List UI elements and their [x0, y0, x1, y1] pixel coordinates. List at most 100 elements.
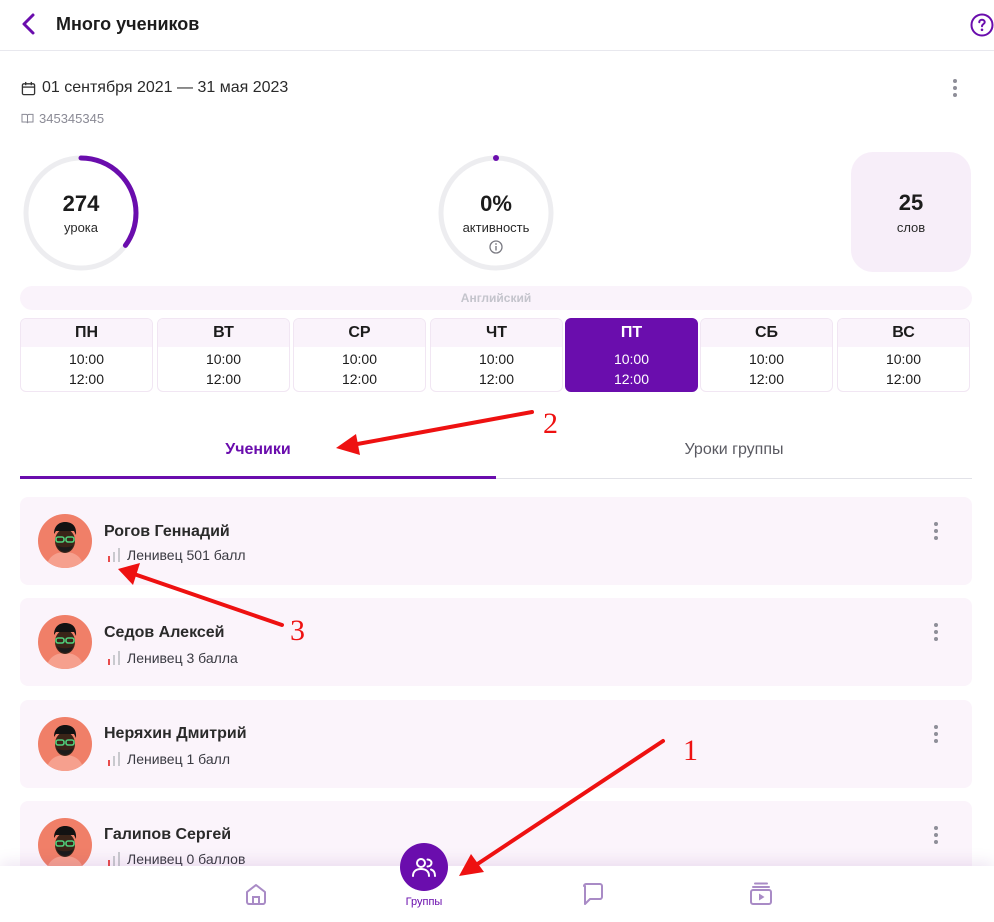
day-name: ВС — [838, 319, 969, 347]
student-rating: Ленивец 501 балл — [107, 547, 246, 563]
date-range: 01 сентября 2021 — 31 мая 2023 — [21, 79, 288, 97]
lessons-icon — [750, 882, 772, 905]
page-title: Много учеников — [56, 14, 200, 34]
student-name: Неряхин Дмитрий — [104, 725, 247, 742]
nav-groups[interactable] — [400, 843, 448, 891]
day-thursday[interactable]: ЧТ 10:00 12:00 — [430, 318, 563, 392]
day-name: ЧТ — [431, 319, 562, 347]
rating-bars-icon — [108, 651, 120, 665]
language-label: Английский — [20, 286, 972, 310]
chevron-left-icon — [22, 13, 35, 35]
day-saturday[interactable]: СБ 10:00 12:00 — [700, 318, 833, 392]
back-button[interactable] — [16, 11, 42, 37]
annotation-arrow-3 — [132, 572, 284, 627]
app-header — [0, 0, 994, 51]
lessons-progress-ring — [23, 155, 139, 271]
day-name: ВТ — [158, 319, 289, 347]
avatar — [38, 514, 92, 568]
annotation-arrow-1 — [474, 739, 665, 867]
day-time-start: 10:00 — [68, 351, 105, 367]
help-button[interactable] — [970, 13, 994, 37]
tabs-divider — [20, 478, 972, 479]
student-card[interactable]: Рогов Геннадий Ленивец 501 балл — [20, 497, 972, 585]
day-time-end: 12:00 — [68, 371, 105, 387]
activity-stat: 0% активность — [437, 154, 555, 272]
annotation-number-3: 3 — [290, 614, 305, 647]
lessons-label: урока — [63, 220, 99, 235]
date-range-text: 01 сентября 2021 — 31 мая 2023 — [42, 79, 289, 96]
annotation-arrowhead-2 — [336, 434, 360, 455]
tab-students[interactable]: Ученики — [225, 441, 291, 458]
day-time-end: 12:00 — [341, 371, 378, 387]
student-menu-button[interactable] — [924, 823, 948, 847]
avatar-image — [46, 725, 84, 771]
annotation-arrowhead-3 — [118, 563, 140, 585]
student-rating: Ленивец 3 балла — [107, 650, 238, 666]
student-menu-button[interactable] — [924, 620, 948, 644]
activity-progress-ring — [438, 155, 554, 271]
chat-icon — [583, 883, 603, 905]
activity-label: активность — [462, 220, 530, 235]
student-rating: Ленивец 0 баллов — [107, 851, 245, 867]
words-label: слов — [896, 219, 926, 235]
activity-percent: 0% — [480, 191, 512, 216]
student-menu-button[interactable] — [924, 722, 948, 746]
avatar — [38, 615, 92, 669]
rating-bars-icon — [108, 852, 120, 866]
day-time-start: 10:00 — [748, 351, 785, 367]
student-name: Рогов Геннадий — [104, 523, 230, 540]
calendar-icon — [21, 81, 36, 95]
nav-home[interactable] — [242, 880, 270, 908]
day-monday[interactable]: ПН 10:00 12:00 — [20, 318, 153, 392]
student-rating-text: Ленивец 501 балл — [127, 547, 246, 563]
day-time-start: 10:00 — [478, 351, 515, 367]
rating-bars-icon — [108, 752, 120, 766]
day-time-end: 12:00 — [613, 371, 650, 387]
group-code-text: 345345345 — [39, 111, 105, 126]
day-time-end: 12:00 — [748, 371, 785, 387]
student-name: Седов Алексей — [104, 624, 225, 641]
day-time-end: 12:00 — [205, 371, 242, 387]
day-name: ПН — [21, 319, 152, 347]
day-time-end: 12:00 — [885, 371, 922, 387]
annotation-number-2: 2 — [543, 407, 558, 440]
day-friday[interactable]: ПТ 10:00 12:00 — [565, 318, 698, 392]
group-code: 345345345 — [21, 111, 104, 126]
avatar — [38, 818, 92, 872]
lessons-stat: 274 урока — [22, 154, 140, 272]
day-tuesday[interactable]: ВТ 10:00 12:00 — [157, 318, 290, 392]
day-time-start: 10:00 — [613, 351, 650, 367]
avatar — [38, 717, 92, 771]
nav-lessons[interactable] — [747, 880, 775, 908]
annotation-arrow-2 — [350, 410, 534, 447]
group-menu-button[interactable] — [943, 76, 967, 100]
info-icon[interactable] — [489, 240, 503, 254]
day-wednesday[interactable]: СР 10:00 12:00 — [293, 318, 426, 392]
words-count: 25 — [898, 189, 924, 215]
student-menu-button[interactable] — [924, 519, 948, 543]
lessons-count: 274 — [62, 191, 100, 216]
avatar-image — [46, 522, 84, 568]
day-name: ПТ — [566, 319, 697, 347]
day-sunday[interactable]: ВС 10:00 12:00 — [837, 318, 970, 392]
nav-groups-label: Группы — [405, 896, 443, 908]
student-card[interactable]: Седов Алексей Ленивец 3 балла — [20, 598, 972, 686]
student-card[interactable]: Неряхин Дмитрий Ленивец 1 балл — [20, 700, 972, 788]
day-time-start: 10:00 — [885, 351, 922, 367]
words-stat: 25 слов — [851, 152, 971, 272]
student-name: Галипов Сергей — [104, 826, 232, 843]
book-icon — [21, 113, 34, 124]
day-time-start: 10:00 — [205, 351, 242, 367]
day-name: СБ — [701, 319, 832, 347]
student-rating-text: Ленивец 1 балл — [127, 751, 230, 767]
student-rating-text: Ленивец 0 баллов — [127, 851, 246, 867]
home-icon — [246, 884, 266, 905]
student-rating: Ленивец 1 балл — [107, 751, 230, 767]
active-tab-indicator — [20, 476, 496, 479]
nav-chat[interactable] — [579, 880, 607, 908]
annotation-number-1: 1 — [683, 734, 698, 767]
bottom-navigation — [0, 866, 994, 922]
annotation-arrowhead-1 — [459, 854, 484, 876]
tab-group-lessons[interactable]: Уроки группы — [684, 441, 784, 458]
